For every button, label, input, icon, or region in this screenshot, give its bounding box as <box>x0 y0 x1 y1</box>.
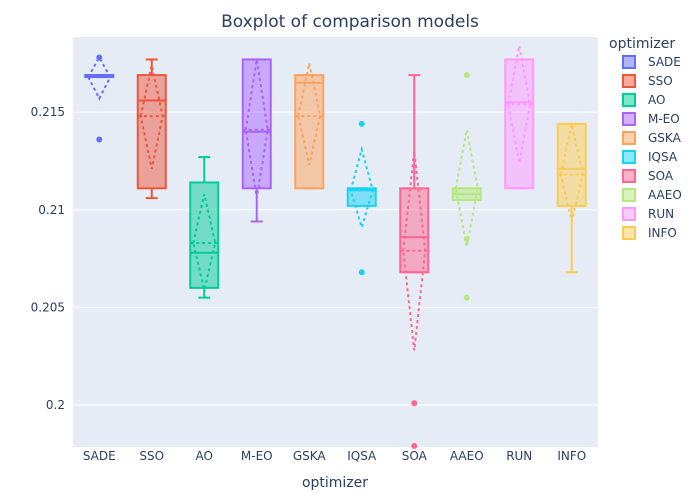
legend-item-soa[interactable]: SOA <box>622 169 674 183</box>
x-tick-label: IQSA <box>347 449 377 463</box>
outlier-point <box>411 400 418 407</box>
outlier-point <box>358 120 365 127</box>
sd-diamond <box>507 45 532 164</box>
legend-title: optimizer <box>609 36 675 52</box>
box-sade[interactable] <box>84 54 115 143</box>
sd-diamond <box>454 129 479 248</box>
legend-item-run[interactable]: RUN <box>622 207 674 221</box>
box-gska[interactable] <box>294 63 325 190</box>
y-axis-ticks: 0.2 0.205 0.21 0.215 <box>31 105 65 412</box>
box-run[interactable] <box>504 45 535 190</box>
legend-label: SOA <box>648 169 674 183</box>
box-iqsa[interactable] <box>346 120 377 276</box>
y-tick-label: 0.21 <box>38 203 65 217</box>
x-tick-label: M-EO <box>241 449 273 463</box>
y-tick-label: 0.205 <box>31 300 65 314</box>
legend-swatch <box>622 188 636 202</box>
x-tick-label: SSO <box>139 449 164 463</box>
outlier-point <box>96 54 103 61</box>
legend-swatch <box>622 74 636 88</box>
legend-item-ao[interactable]: AO <box>622 93 665 107</box>
legend-swatch <box>622 150 636 164</box>
legend-swatch <box>622 93 636 107</box>
x-tick-label: GSKA <box>293 449 327 463</box>
legend-item-sade[interactable]: SADE <box>622 55 681 69</box>
y-tick-label: 0.215 <box>31 105 65 119</box>
outlier-point <box>411 443 418 450</box>
legend-item-sso[interactable]: SSO <box>622 74 673 88</box>
chart-title: Boxplot of comparison models <box>221 12 479 32</box>
legend-item-info[interactable]: INFO <box>622 226 677 240</box>
box-aaeo[interactable] <box>451 72 482 301</box>
legend-label: RUN <box>648 207 674 221</box>
box-m-eo[interactable] <box>241 58 272 223</box>
legend-swatch <box>622 226 636 240</box>
sd-diamond <box>297 63 322 166</box>
sd-diamond <box>192 193 217 291</box>
box-ao[interactable] <box>189 156 220 299</box>
legend-swatch <box>622 169 636 183</box>
box-info[interactable] <box>556 122 587 274</box>
legend-label: AO <box>648 93 665 107</box>
legend-item-gska[interactable]: GSKA <box>622 131 682 145</box>
legend-item-iqsa[interactable]: IQSA <box>622 150 678 164</box>
box-sso[interactable] <box>136 58 167 200</box>
box-body <box>241 58 272 190</box>
legend-swatch <box>622 55 636 69</box>
x-tick-label: AO <box>196 449 213 463</box>
legend-label: SSO <box>648 74 673 88</box>
legend-label: INFO <box>648 226 677 240</box>
outlier-point <box>358 269 365 276</box>
x-tick-label: AAEO <box>450 449 484 463</box>
outlier-point <box>463 294 470 301</box>
legend-item-aaeo[interactable]: AAEO <box>622 188 682 202</box>
legend-label: M-EO <box>648 112 680 126</box>
legend-swatch <box>622 207 636 221</box>
x-tick-label: SADE <box>83 449 116 463</box>
legend-label: IQSA <box>648 150 678 164</box>
legend-label: AAEO <box>648 188 682 202</box>
y-tick-label: 0.2 <box>46 398 65 412</box>
x-axis-ticks: SADE SSO AO M-EO GSKA IQSA SOA AAEO RUN INFO <box>83 449 586 463</box>
x-tick-label: SOA <box>402 449 428 463</box>
box-body <box>556 122 587 207</box>
sd-diamond <box>244 59 269 199</box>
box-body <box>294 74 325 190</box>
legend-label: SADE <box>648 55 681 69</box>
legend-swatch <box>622 112 636 126</box>
box-soa[interactable] <box>399 74 430 450</box>
legend-item-m-eo[interactable]: M-EO <box>622 112 680 126</box>
legend[interactable]: SADE SSO AO M-EO GSKA IQSA SOA AAEO RUN INFO <box>622 55 682 240</box>
legend-swatch <box>622 131 636 145</box>
outlier-point <box>96 136 103 143</box>
outlier-point <box>463 72 470 79</box>
x-tick-label: RUN <box>506 449 532 463</box>
legend-label: GSKA <box>648 131 682 145</box>
x-axis-title: optimizer <box>302 475 368 491</box>
box-series-layer <box>84 45 587 450</box>
box-body <box>136 74 167 190</box>
box-body <box>504 58 535 190</box>
outlier-point <box>463 236 470 243</box>
x-tick-label: INFO <box>557 449 586 463</box>
